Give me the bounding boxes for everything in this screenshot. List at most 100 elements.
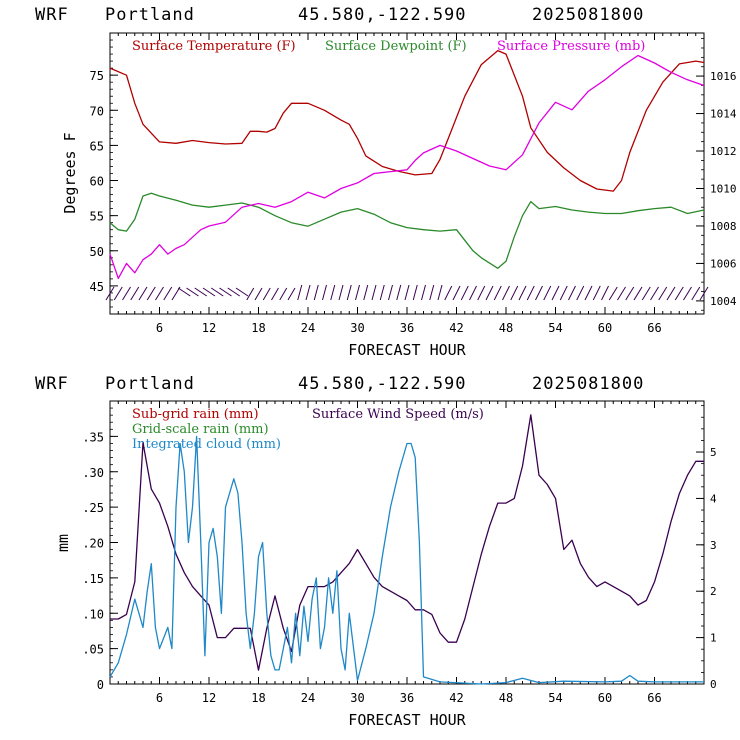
panel2-xlabel: FORECAST HOUR <box>348 711 466 729</box>
x-tick-label: 30 <box>350 691 364 705</box>
panel1-xlabel: FORECAST HOUR <box>348 341 466 359</box>
wind-barb <box>617 286 626 301</box>
panel1-y2-ticks: 1004 1006 1008 1010 1012 1014 1016 <box>696 38 737 311</box>
x-tick-label: 60 <box>598 321 612 335</box>
y-tick-label: 75 <box>90 69 104 83</box>
wind-barb <box>404 284 410 301</box>
wind-barb <box>429 284 435 301</box>
wind-barb <box>379 284 385 301</box>
panel2-ylabel: mm <box>54 534 72 552</box>
wind-barb <box>477 285 486 301</box>
wind-barb <box>235 287 249 297</box>
wind-barb <box>254 287 263 301</box>
wind-barb <box>177 287 191 297</box>
x-tick-label: 30 <box>350 321 364 335</box>
wind-barb <box>699 286 709 301</box>
panel1-y-ticks: 45 50 55 60 65 70 75 <box>90 32 118 315</box>
legend-wind-speed: Surface Wind Speed (m/s) <box>312 407 484 422</box>
wind-barb <box>271 287 279 301</box>
y2-tick-label: 5 <box>710 446 717 459</box>
y2-tick-label: 1004 <box>710 295 737 308</box>
wind-barb <box>227 287 241 297</box>
wind-barb <box>535 285 543 301</box>
panel2-coords: 45.580,-122.590 <box>298 374 467 394</box>
wind-barb <box>526 285 535 301</box>
wind-barb <box>287 287 296 301</box>
wind-barb <box>460 285 469 301</box>
wind-barb <box>322 284 327 301</box>
wind-barb <box>155 286 164 301</box>
x-tick-label: 48 <box>499 691 513 705</box>
wind-barb <box>219 287 232 297</box>
y2-tick-label: 0 <box>710 678 717 691</box>
y-tick-label: .05 <box>82 643 104 657</box>
series-surface-temperature-f-line <box>109 49 705 192</box>
y2-tick-label: 1 <box>710 632 717 645</box>
x-tick-label: 24 <box>301 321 315 335</box>
x-tick-label: 12 <box>202 691 216 705</box>
wind-barb <box>363 284 369 301</box>
y2-tick-label: 3 <box>710 539 717 552</box>
y-tick-label: 50 <box>90 245 104 259</box>
wind-barb <box>171 286 181 301</box>
panel1-x-ticks: 6 12 18 24 30 36 42 48 54 60 66 <box>117 33 697 335</box>
panel1-series <box>109 49 705 280</box>
panel2-series <box>109 414 704 685</box>
legend-gridscale-rain: Grid-scale rain (mm) <box>132 422 269 437</box>
panel2-x-ticks: 6 12 18 24 30 36 42 48 54 60 66 <box>117 401 697 705</box>
panel2-y2-ticks: 0 1 2 3 4 5 <box>696 405 717 691</box>
wind-barb <box>346 284 352 301</box>
x-tick-label: 42 <box>449 691 463 705</box>
wind-barb <box>518 285 527 301</box>
wind-barb <box>608 286 618 301</box>
wind-barb <box>691 286 701 301</box>
wind-barb <box>202 287 216 297</box>
wind-barb <box>279 287 288 301</box>
wind-barb <box>297 284 303 301</box>
x-tick-label: 48 <box>499 321 513 335</box>
wind-barb <box>444 285 453 301</box>
wind-barb <box>559 285 568 301</box>
wind-barb <box>186 287 199 297</box>
wind-barb <box>625 286 635 301</box>
wind-barb <box>262 287 271 301</box>
wind-barb <box>493 285 502 301</box>
panel1-model: WRF <box>35 5 69 25</box>
wind-barb <box>641 286 651 301</box>
wind-barb <box>666 286 676 301</box>
wind-barb <box>650 286 659 301</box>
wind-barb <box>452 285 461 301</box>
wind-barb <box>601 285 609 301</box>
y-tick-label: 70 <box>90 104 104 118</box>
panel1-coords: 45.580,-122.590 <box>298 5 467 25</box>
wind-barb <box>658 286 668 301</box>
wind-barb <box>485 285 494 301</box>
wind-barb <box>551 285 560 301</box>
wind-barb <box>194 287 208 297</box>
wind-barb <box>502 285 510 301</box>
y2-tick-label: 1010 <box>710 182 737 195</box>
y-tick-label: .15 <box>82 572 104 586</box>
wind-barb <box>568 285 576 301</box>
legend-subgrid-rain: Sub-grid rain (mm) <box>132 407 259 422</box>
x-tick-label: 6 <box>156 691 163 705</box>
wind-barb <box>355 284 360 301</box>
panel1-run: 2025081800 <box>532 5 644 25</box>
wind-barb <box>543 285 552 301</box>
x-tick-label: 18 <box>251 321 265 335</box>
x-tick-label: 60 <box>598 691 612 705</box>
wind-barb <box>576 285 585 301</box>
wind-barb <box>305 284 311 301</box>
wind-barb <box>469 285 477 301</box>
wind-barbs <box>105 284 709 301</box>
wind-barb <box>388 284 393 301</box>
panel2-location: Portland <box>105 374 195 394</box>
x-tick-label: 54 <box>548 321 562 335</box>
wind-barb <box>313 284 319 301</box>
wind-barb <box>396 284 402 301</box>
y-tick-label: .20 <box>82 537 104 551</box>
wind-barb <box>584 285 593 301</box>
legend-temperature: Surface Temperature (F) <box>132 39 296 54</box>
wind-barb <box>412 284 418 301</box>
